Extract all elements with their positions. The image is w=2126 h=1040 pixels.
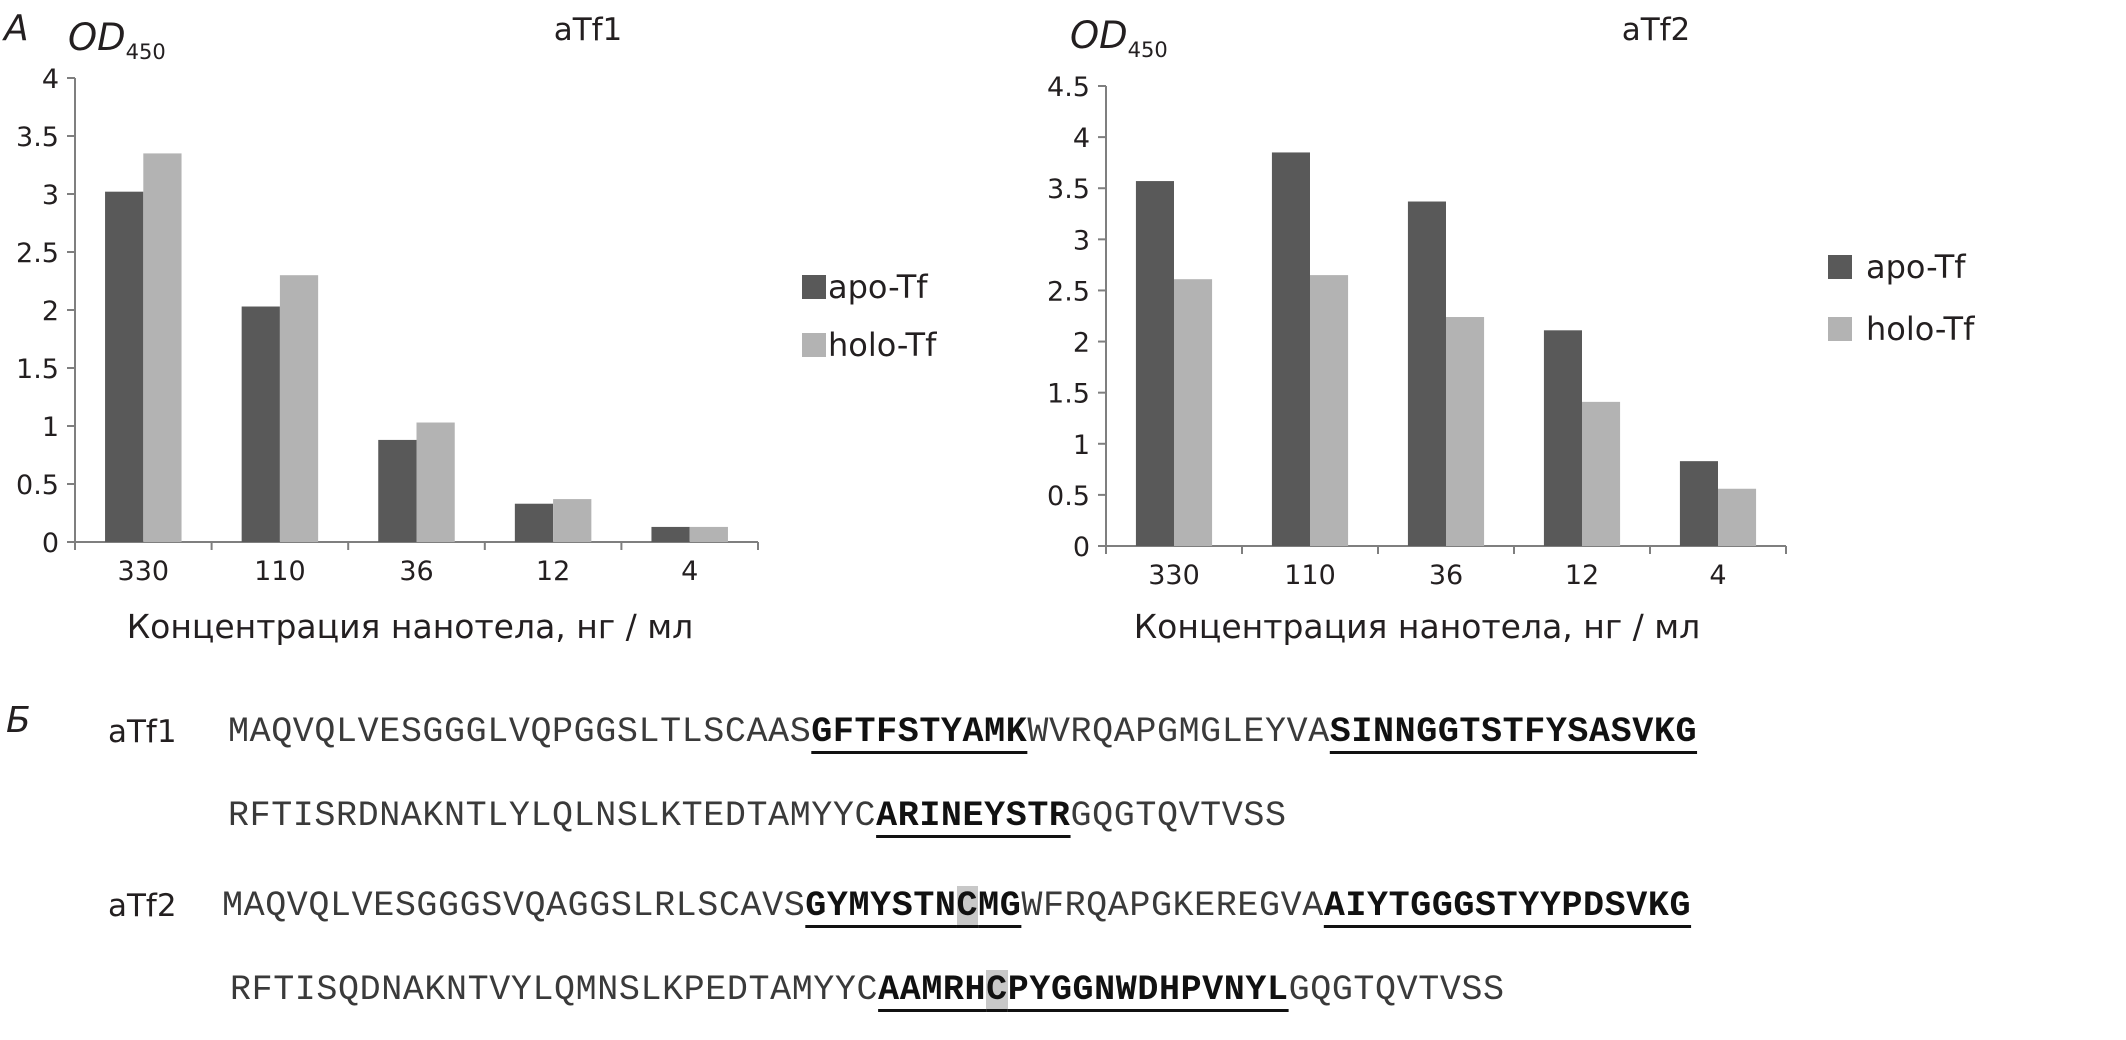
chart-title: aTf1 (554, 12, 623, 48)
y-tick-label: 1.5 (16, 354, 59, 385)
bar-apo-tf-36 (1407, 201, 1446, 546)
framework-segment: MAQVQLVESGGGSVQAGGSLRLSCAVS (222, 886, 806, 926)
cdr-segment: AAMRH (878, 970, 987, 1010)
y-tick-label: 2.5 (1047, 276, 1090, 307)
bar-apo-tf-330 (105, 191, 144, 542)
framework-segment: GQGTQVTVSS (1070, 796, 1287, 836)
y-tick-label: 0 (1073, 532, 1090, 563)
cdr-segment: GYMYSTN (805, 886, 957, 926)
cdr-segment: MG (978, 886, 1022, 926)
y-tick-label: 2 (1073, 328, 1090, 359)
y-axis-label-subscript: 450 (1128, 38, 1168, 62)
cdr-highlighted-cysteine: C (956, 886, 979, 926)
sequence-line: MAQVQLVESGGGSVQAGGSLRLSCAVSGYMYSTNCMGWFR… (222, 886, 1691, 926)
y-tick-label: 3 (1073, 225, 1090, 256)
y-tick-label: 4.5 (1047, 72, 1090, 103)
cdr-segment: ARINEYSTR (876, 796, 1071, 836)
x-axis-label: Концентрация нанотела, нг / мл (127, 607, 694, 646)
y-tick-label: 1 (42, 412, 59, 443)
x-tick-label: 36 (399, 556, 433, 587)
cdr-segment: SINNGGTSTFYSASVKG (1329, 712, 1698, 752)
bar-holo-tf-110 (279, 275, 319, 542)
y-tick-label: 4 (42, 64, 59, 95)
legend-swatch-apo-tf (802, 275, 826, 299)
framework-segment: GQGTQVTVSS (1288, 970, 1505, 1010)
cdr-segment: AIYTGGGSTYYPDSVKG (1323, 886, 1692, 926)
y-tick-label: 4 (1073, 123, 1090, 154)
sequence-line: RFTISQDNAKNTVYLQMNSLKPEDTAMYYCAAMRHCPYGG… (230, 970, 1505, 1010)
legend-label-apo-tf: apo-Tf (828, 268, 928, 306)
legend-label-holo-tf: holo-Tf (828, 326, 937, 364)
cdr-highlighted-cysteine: C (986, 970, 1008, 1010)
x-tick-label: 330 (1148, 560, 1200, 591)
panel-label-a: A (4, 8, 29, 49)
x-tick-label: 4 (681, 556, 698, 587)
framework-segment: RFTISRDNAKNTLYLQLNSLKTEDTAMYYC (228, 796, 877, 836)
y-tick-label: 2.5 (16, 238, 59, 269)
framework-segment: WVRQAPGMGLEYVA (1027, 712, 1330, 752)
y-tick-label: 1 (1073, 430, 1090, 461)
bar-apo-tf-330 (1135, 181, 1174, 547)
framework-segment: RFTISQDNAKNTVYLQMNSLKPEDTAMYYC (230, 970, 879, 1010)
bar-holo-tf-110 (1310, 275, 1349, 546)
legend-label-holo-tf: holo-Tf (1866, 310, 1975, 348)
cdr-segment: GFTFSTYAMK (811, 712, 1028, 752)
bar-holo-tf-4 (689, 526, 728, 542)
x-tick-label: 4 (1709, 560, 1726, 591)
bar-apo-tf-4 (651, 526, 690, 542)
panel-label-b: Б (6, 700, 31, 741)
y-tick-label: 0 (42, 528, 59, 559)
x-tick-label: 110 (254, 556, 306, 587)
y-tick-label: 2 (42, 296, 59, 327)
y-tick-label: 3.5 (16, 122, 59, 153)
legend-swatch-holo-tf (802, 333, 826, 357)
bar-apo-tf-12 (514, 503, 554, 542)
chart-title: aTf2 (1622, 12, 1691, 48)
x-tick-label: 110 (1284, 560, 1336, 591)
sequence-label-atf1: aTf1 (108, 714, 177, 750)
y-tick-label: 1.5 (1047, 379, 1090, 410)
y-axis-label: OD450 (68, 16, 166, 64)
y-tick-label: 0.5 (1047, 481, 1090, 512)
y-tick-label: 3.5 (1047, 174, 1090, 205)
sequence-label-atf2: aTf2 (108, 888, 177, 924)
x-tick-label: 12 (1565, 560, 1599, 591)
sequence-line: MAQVQLVESGGGLVQPGGSLTLSCAASGFTFSTYAMKWVR… (228, 712, 1697, 752)
bar-apo-tf-12 (1543, 330, 1582, 546)
cdr-segment: PYGGNWDHPVNYL (1007, 970, 1289, 1010)
y-axis-label: OD450 (1070, 14, 1168, 62)
y-axis-label-main: OD (1070, 14, 1128, 57)
bar-apo-tf-110 (1271, 152, 1310, 546)
bar-holo-tf-36 (1446, 317, 1485, 546)
bar-apo-tf-36 (378, 439, 417, 542)
y-tick-label: 3 (42, 180, 59, 211)
chart-1: aTf1 OD450 0 0.5 1 1.5 2 2.5 3 3.5 4 330 110 36 12 4 Кон… (16, 12, 937, 646)
x-tick-label: 330 (118, 556, 170, 587)
chart-2: aTf2 OD450 0 0.5 1 1.5 2 2.5 3 3.5 4 4.5 330 110 36 12 4… (1047, 12, 1975, 646)
bar-holo-tf-36 (416, 422, 455, 542)
bar-holo-tf-330 (143, 153, 182, 542)
y-axis-label-main: OD (68, 16, 126, 59)
sequence-line: RFTISRDNAKNTLYLQLNSLKTEDTAMYYCARINEYSTRG… (228, 796, 1287, 836)
legend-swatch-holo-tf (1828, 317, 1852, 341)
bar-holo-tf-12 (553, 499, 592, 542)
bar-holo-tf-4 (1718, 488, 1757, 546)
legend-swatch-apo-tf (1828, 255, 1852, 279)
x-tick-label: 36 (1429, 560, 1463, 591)
y-axis-label-subscript: 450 (126, 40, 166, 64)
framework-segment: WFRQAPGKEREGVA (1021, 886, 1324, 926)
bar-holo-tf-330 (1174, 279, 1213, 546)
bar-apo-tf-110 (241, 306, 280, 542)
x-tick-label: 12 (536, 556, 570, 587)
legend-label-apo-tf: apo-Tf (1866, 248, 1966, 286)
framework-segment: MAQVQLVESGGGLVQPGGSLTLSCAAS (228, 712, 812, 752)
bar-holo-tf-12 (1582, 401, 1621, 546)
y-tick-label: 0.5 (16, 470, 59, 501)
bar-apo-tf-4 (1679, 461, 1718, 546)
x-axis-label: Концентрация нанотела, нг / мл (1134, 607, 1701, 646)
